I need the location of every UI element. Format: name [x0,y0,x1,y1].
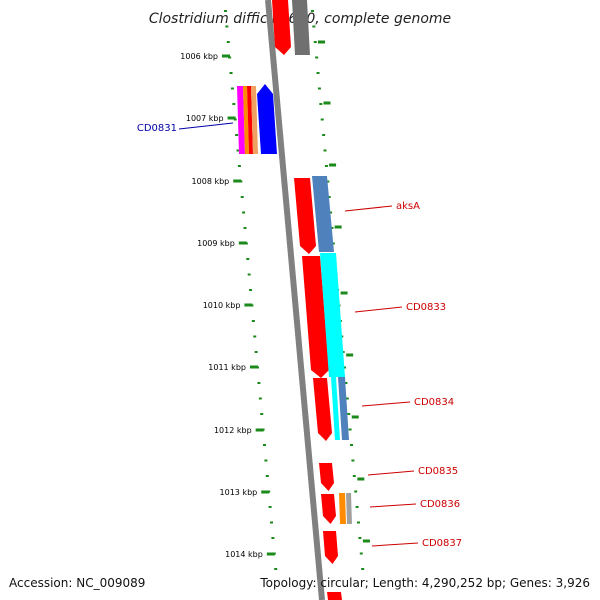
accession-text: Accession: NC_009089 [9,576,146,590]
tick-mark [340,291,348,295]
gene-arrow [272,0,291,55]
gene-labels: CD0831 aksA CD0833 CD0834 CD0835 CD0836 CD0837 [137,122,462,549]
label-leader-line [354,306,403,313]
gene-block [331,377,340,440]
gene-label[interactable]: CD0836 [420,499,460,510]
tick-mark [249,365,258,369]
label-leader-line [371,542,419,547]
tick-label: 1009 kbp [197,239,235,248]
tick-mark [266,552,275,556]
gene-block [327,592,342,600]
gene-block [320,253,345,377]
gene-block [339,493,346,524]
tick-mark [357,477,365,481]
gene-block [346,493,352,524]
tick-label: 1011 kbp [208,363,246,372]
tick-label: 1007 kbp [186,114,224,123]
tick-label: 1008 kbp [192,177,230,186]
tick-mark [329,163,337,167]
tick-mark [227,116,236,120]
genome-backbone [265,0,325,600]
gene-label[interactable]: CD0831 [137,123,177,134]
tick-label: 1014 kbp [225,550,263,559]
gene-arrow [321,494,336,524]
tick-mark [346,353,354,357]
tick-mark [351,415,359,419]
tick-label: 1012 kbp [214,426,252,435]
label-leader-line [361,401,411,407]
gene-features [237,0,352,600]
gene-block [292,0,310,55]
tick-mark [233,179,242,183]
gene-block [237,86,245,154]
gene-block [312,176,334,252]
gene-arrow [319,463,334,491]
gene-block [251,86,258,154]
tick-mark [238,241,247,245]
gene-arrow [257,84,277,154]
label-leader-line [344,205,393,212]
gene-label[interactable]: CD0834 [414,397,454,408]
tick-label: 1010 kbp [203,301,241,310]
topology-text: Topology: circular; Length: 4,290,252 bp… [260,576,590,590]
gene-arrow [302,256,329,378]
tick-mark [261,490,270,494]
gene-arrow [323,531,338,564]
kbp-ticks: 1006 kbp 1007 kbp 1008 kbp 1009 kbp 1010 kbp… [180,40,370,559]
label-leader-line [178,122,234,130]
tick-mark [334,225,342,229]
gene-label[interactable]: CD0833 [406,302,446,313]
tick-mark [323,101,331,105]
gene-arrow [313,378,332,441]
tick-mark [255,428,264,432]
gene-label[interactable]: CD0835 [418,466,458,477]
gene-label[interactable]: aksA [396,201,420,212]
label-leader-line [369,503,417,508]
label-leader-line [367,470,415,476]
tick-label: 1006 kbp [180,52,218,61]
gene-arrow [294,178,316,254]
gene-block [338,377,349,440]
tick-mark [244,303,253,307]
tick-mark [362,539,370,543]
tick-label: 1013 kbp [220,488,258,497]
tick-mark [222,54,230,58]
tick-mark [318,40,325,44]
gene-label[interactable]: CD0837 [422,538,462,549]
